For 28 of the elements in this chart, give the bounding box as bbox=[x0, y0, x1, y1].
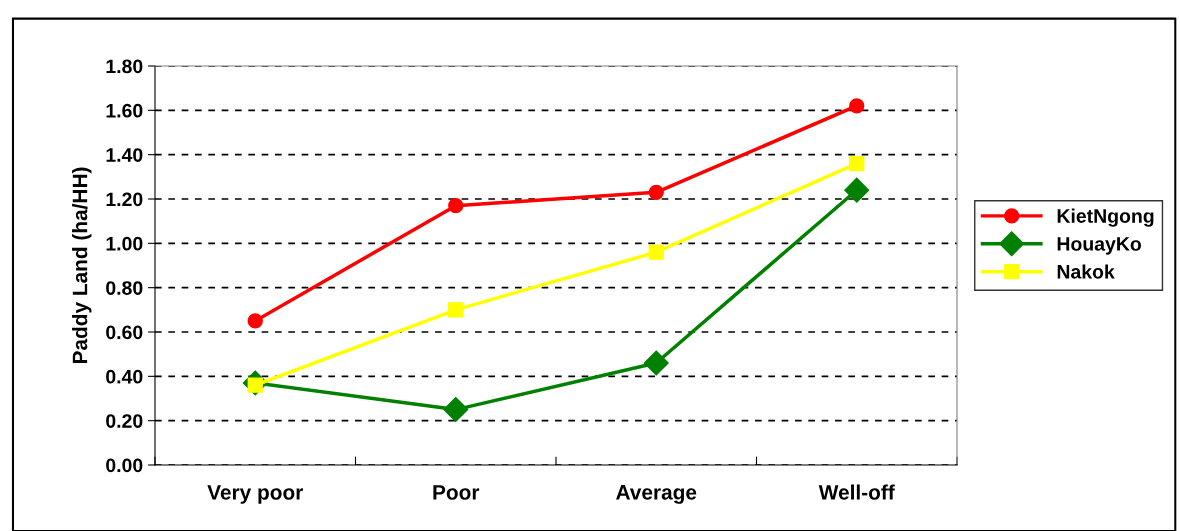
y-tick-label: 1.40 bbox=[106, 148, 143, 162]
legend-label: HouayKo bbox=[1057, 237, 1141, 255]
y-tick-label: 0.40 bbox=[106, 369, 143, 384]
point bbox=[247, 313, 263, 329]
y-tick-label: 0.00 bbox=[106, 458, 143, 473]
point bbox=[448, 302, 464, 318]
legend-label: Nakok bbox=[1057, 264, 1115, 279]
x-tick-label: Average bbox=[616, 485, 697, 504]
y-tick-label: 0.80 bbox=[106, 281, 143, 295]
point bbox=[844, 177, 870, 203]
point bbox=[648, 184, 664, 200]
y-tick-label: 1.80 bbox=[106, 59, 143, 74]
y-tick-label: 0.60 bbox=[106, 325, 143, 340]
y-tick-label: 1.60 bbox=[106, 103, 143, 118]
point bbox=[849, 98, 865, 114]
point bbox=[648, 244, 664, 260]
point bbox=[849, 155, 865, 172]
x-tick-label: Very poor bbox=[207, 485, 303, 504]
legend-label: KietNgong bbox=[1057, 208, 1154, 227]
point bbox=[443, 397, 469, 423]
y-axis-title: Paddy Land (ha/HH) bbox=[72, 167, 92, 364]
x-tick-label: Well-off bbox=[818, 484, 895, 500]
point bbox=[643, 350, 669, 376]
point bbox=[448, 198, 464, 214]
x-tick-label: Poor bbox=[433, 485, 480, 500]
y-tick-label: 1.20 bbox=[106, 192, 143, 207]
y-tick-label: 0.20 bbox=[106, 414, 143, 428]
y-tick-label: 1.00 bbox=[106, 236, 143, 251]
